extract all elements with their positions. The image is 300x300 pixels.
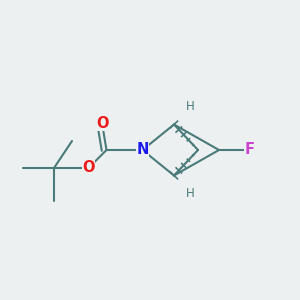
Text: H: H	[185, 100, 194, 113]
Text: O: O	[82, 160, 95, 175]
Text: N: N	[136, 142, 149, 158]
Text: H: H	[185, 187, 194, 200]
Text: F: F	[244, 142, 254, 158]
Text: O: O	[96, 116, 108, 130]
